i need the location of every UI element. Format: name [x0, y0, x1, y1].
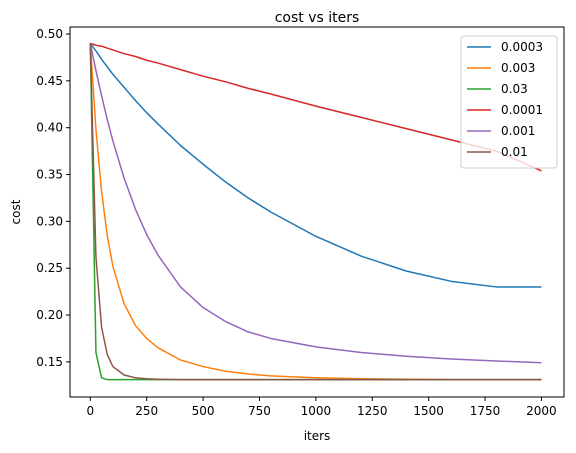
legend-label: 0.01	[501, 145, 528, 159]
y-tick-label: 0.30	[36, 214, 63, 228]
legend-label: 0.03	[501, 82, 528, 96]
x-tick-label: 1750	[470, 404, 501, 418]
plot-frame	[69, 26, 565, 398]
plot-lines	[89, 42, 542, 381]
x-tick-label: 0	[86, 404, 94, 418]
x-tick-label: 1000	[301, 404, 332, 418]
series-line-5	[89, 43, 542, 381]
x-tick-label: 250	[135, 404, 158, 418]
legend-label: 0.003	[501, 61, 535, 75]
y-tick-label: 0.25	[36, 261, 63, 275]
y-axis-label: cost	[9, 199, 23, 224]
x-tick-label: 1500	[413, 404, 444, 418]
y-tick-label: 0.35	[36, 168, 63, 182]
y-tick-label: 0.20	[36, 308, 63, 322]
series-line-0	[89, 42, 542, 288]
series-line-3	[90, 42, 542, 172]
y-axis-ticks: 0.15 0.20 0.25 0.30 0.35 0.40 0.45 0.50	[36, 27, 70, 369]
chart-title: cost vs iters	[275, 10, 360, 26]
y-tick-label: 0.50	[36, 27, 63, 41]
x-tick-label: 500	[192, 404, 215, 418]
x-axis-label: iters	[304, 429, 331, 443]
x-tick-label: 750	[248, 404, 271, 418]
x-axis-ticks: 0 250 500 750 1000 1250 1500 1750 2000	[86, 397, 557, 418]
legend-label: 0.0001	[501, 103, 543, 117]
x-tick-label: 2000	[526, 404, 557, 418]
series-line-4	[89, 43, 542, 364]
x-tick-label: 1250	[357, 404, 388, 418]
legend-box	[460, 35, 558, 169]
y-tick-label: 0.40	[36, 121, 63, 135]
legend-label: 0.0003	[501, 40, 543, 54]
y-tick-label: 0.15	[36, 355, 63, 369]
y-tick-label: 0.45	[36, 74, 63, 88]
legend: 0.0003 0.003 0.03 0.0001 0.001 0.01	[460, 35, 558, 169]
legend-label: 0.001	[501, 124, 535, 138]
